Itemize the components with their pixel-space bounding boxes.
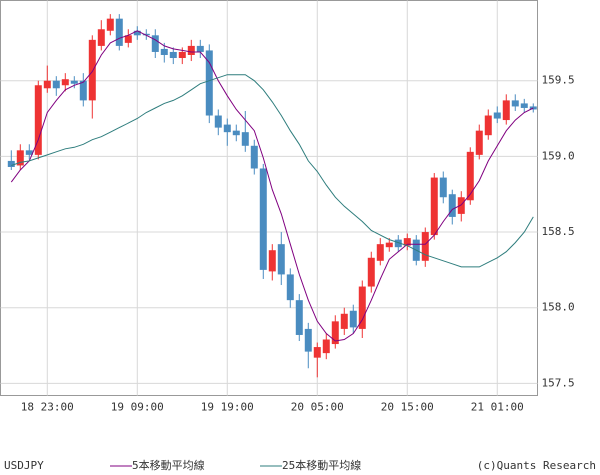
x-tick-label: 20 05:00 xyxy=(291,401,344,414)
candle-body xyxy=(241,132,249,146)
candle-body xyxy=(7,160,15,167)
candle-body xyxy=(142,33,150,36)
moving-average-line xyxy=(11,74,534,268)
candle-body xyxy=(511,100,519,107)
candle-body xyxy=(313,347,321,358)
candle-body xyxy=(277,244,285,275)
candle-body xyxy=(430,177,438,236)
x-tick-label: 19 09:00 xyxy=(111,401,164,414)
candle-body xyxy=(16,150,24,166)
candle-body xyxy=(286,274,294,301)
candle-body xyxy=(124,35,132,43)
candle-body xyxy=(358,286,366,329)
candle-body xyxy=(160,48,168,55)
candle-body xyxy=(196,45,204,52)
candle-body xyxy=(466,151,474,201)
candle-body xyxy=(187,45,195,55)
candle-body xyxy=(79,80,87,101)
candle-body xyxy=(484,115,492,136)
candle-body xyxy=(34,85,42,155)
candle-body xyxy=(331,321,339,345)
x-tick-label: 20 15:00 xyxy=(381,401,434,414)
candle-body xyxy=(502,100,510,121)
candle-body xyxy=(421,232,429,261)
candle-body xyxy=(97,29,105,46)
candle-body xyxy=(25,150,33,155)
candle-body xyxy=(151,35,159,52)
candle-body xyxy=(169,51,177,59)
candle-body xyxy=(88,39,96,101)
candle-body xyxy=(52,80,60,89)
candle-body xyxy=(295,300,303,335)
candle-body xyxy=(106,18,114,31)
candle-body xyxy=(304,328,312,352)
x-tick-label: 19 19:00 xyxy=(201,401,254,414)
candle-body xyxy=(367,257,375,287)
moving-average-line xyxy=(10,30,534,342)
candle-body xyxy=(439,177,447,198)
candle-body xyxy=(268,250,276,272)
credit: (c)Quants Research xyxy=(477,459,596,472)
candle-body xyxy=(61,79,69,86)
candle-body xyxy=(403,238,411,246)
y-tick-label: 158.5 xyxy=(542,225,575,238)
legend-label: 25本移動平均線 xyxy=(282,458,361,472)
candle-body xyxy=(250,145,258,169)
candle-body xyxy=(457,197,465,214)
candle-body xyxy=(259,168,267,270)
candle-body xyxy=(133,30,141,36)
candle-body xyxy=(349,310,357,328)
candle-body xyxy=(394,239,402,248)
candle-body xyxy=(223,124,231,133)
candle-body xyxy=(70,80,78,84)
candle-body xyxy=(385,242,393,248)
y-tick-label: 157.5 xyxy=(542,376,575,389)
candle-body xyxy=(520,103,528,108)
candle-body xyxy=(322,339,330,354)
candle-body xyxy=(214,115,222,128)
candle-body xyxy=(232,130,240,136)
y-tick-label: 159.5 xyxy=(542,74,575,87)
candle-body xyxy=(115,18,123,46)
y-tick-label: 159.0 xyxy=(542,149,575,162)
candle-body xyxy=(43,80,51,89)
candle-body xyxy=(448,194,456,217)
y-tick-label: 158.0 xyxy=(542,301,575,314)
plot-frame xyxy=(0,0,538,396)
candle-body xyxy=(178,51,186,59)
x-tick-label: 18 23:00 xyxy=(21,401,74,414)
symbol: USDJPY xyxy=(4,459,44,472)
candle-body xyxy=(493,112,501,119)
candle-body xyxy=(376,244,384,261)
candle-body xyxy=(340,313,348,329)
x-tick-label: 21 01:00 xyxy=(471,401,524,414)
legend-label: 5本移動平均線 xyxy=(132,458,205,472)
candle-body xyxy=(205,50,213,116)
candle-body xyxy=(475,130,483,155)
